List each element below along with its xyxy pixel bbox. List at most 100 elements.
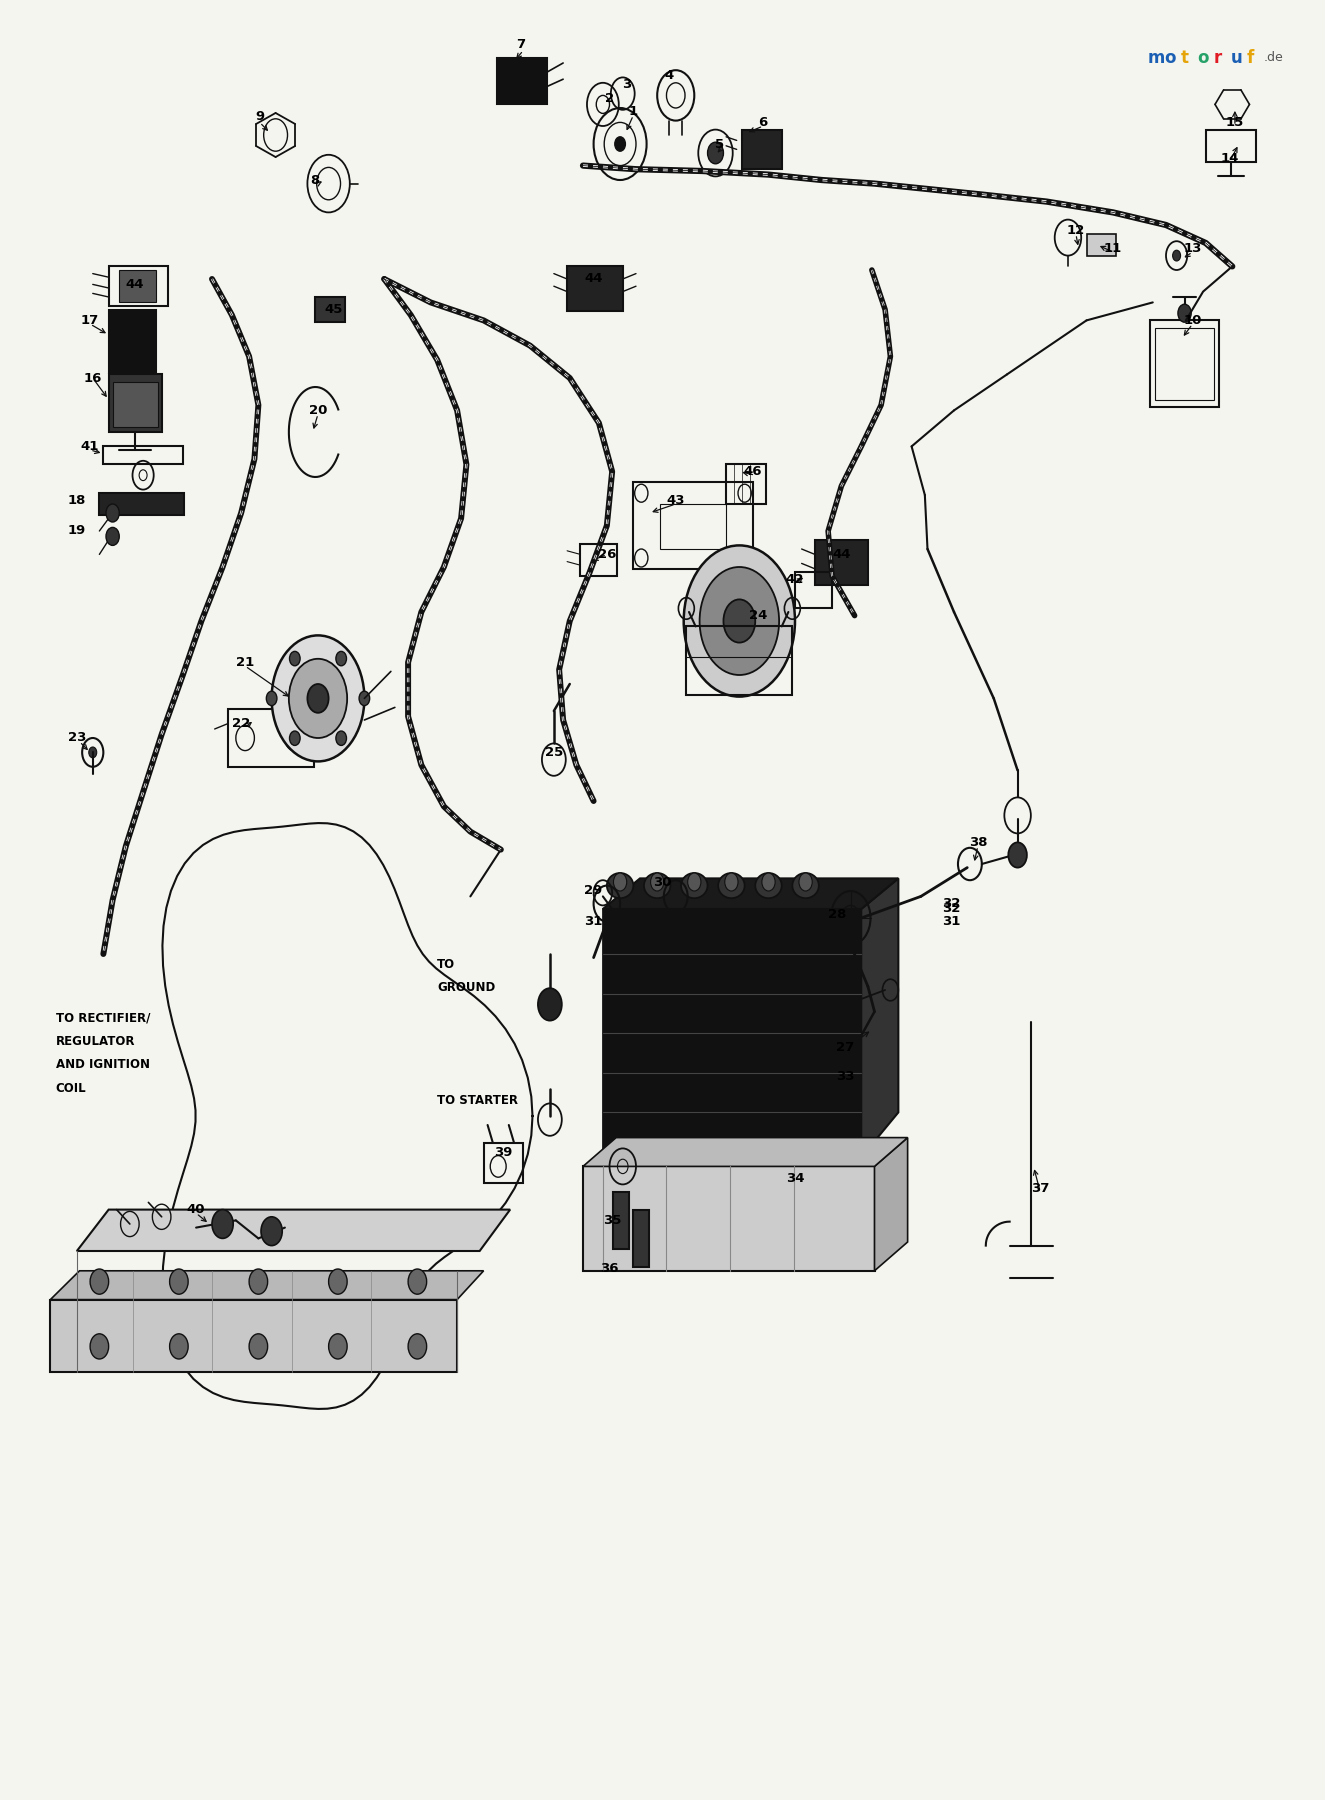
Bar <box>613 1192 629 1249</box>
Circle shape <box>688 873 701 891</box>
Text: 44: 44 <box>832 547 851 562</box>
Text: 25: 25 <box>545 745 563 760</box>
Bar <box>1206 130 1256 162</box>
Text: 31: 31 <box>942 914 961 929</box>
Circle shape <box>307 684 329 713</box>
Text: 7: 7 <box>517 38 525 52</box>
Polygon shape <box>874 1138 908 1271</box>
Circle shape <box>289 652 299 666</box>
Text: 43: 43 <box>666 493 685 508</box>
Text: 45: 45 <box>325 302 343 317</box>
Bar <box>633 482 753 569</box>
Text: 26: 26 <box>598 547 616 562</box>
Text: TO STARTER: TO STARTER <box>437 1094 518 1107</box>
Circle shape <box>359 691 370 706</box>
Circle shape <box>249 1269 268 1294</box>
Circle shape <box>170 1269 188 1294</box>
Circle shape <box>723 599 755 643</box>
Ellipse shape <box>755 873 782 898</box>
Bar <box>742 130 782 169</box>
Text: 21: 21 <box>236 655 254 670</box>
Text: 32: 32 <box>942 896 961 911</box>
Circle shape <box>261 1217 282 1246</box>
Circle shape <box>615 137 625 151</box>
Bar <box>119 270 156 302</box>
Circle shape <box>1008 842 1027 868</box>
Circle shape <box>329 1269 347 1294</box>
Circle shape <box>762 873 775 891</box>
Bar <box>1086 234 1116 256</box>
Circle shape <box>651 873 664 891</box>
Text: 3: 3 <box>623 77 631 92</box>
Circle shape <box>106 504 119 522</box>
Circle shape <box>408 1269 427 1294</box>
Circle shape <box>212 1210 233 1238</box>
Bar <box>484 1143 523 1183</box>
Bar <box>583 1166 874 1271</box>
Ellipse shape <box>644 873 670 898</box>
Circle shape <box>329 1334 347 1359</box>
Text: 35: 35 <box>603 1213 621 1228</box>
Circle shape <box>708 142 723 164</box>
Bar <box>660 504 726 549</box>
Bar <box>113 382 158 427</box>
Text: 16: 16 <box>83 371 102 385</box>
Ellipse shape <box>792 873 819 898</box>
Circle shape <box>1173 250 1181 261</box>
Text: 2: 2 <box>606 92 613 106</box>
Bar <box>109 310 156 373</box>
Bar <box>580 544 617 576</box>
Text: 23: 23 <box>68 731 86 745</box>
Text: TO: TO <box>437 958 456 970</box>
Circle shape <box>337 731 347 745</box>
Text: t: t <box>1181 49 1189 67</box>
Text: 4: 4 <box>665 68 673 83</box>
Polygon shape <box>603 878 898 909</box>
Text: 44: 44 <box>126 277 144 292</box>
Text: 39: 39 <box>494 1145 513 1159</box>
Text: 8: 8 <box>311 173 319 187</box>
Text: 44: 44 <box>584 272 603 286</box>
Circle shape <box>249 1334 268 1359</box>
Text: 40: 40 <box>187 1202 205 1217</box>
Text: .de: .de <box>1264 50 1283 65</box>
Circle shape <box>106 527 119 545</box>
Circle shape <box>89 747 97 758</box>
Text: 24: 24 <box>749 608 767 623</box>
Text: 14: 14 <box>1220 151 1239 166</box>
Bar <box>686 626 792 695</box>
Text: 18: 18 <box>68 493 86 508</box>
Text: 30: 30 <box>653 875 672 889</box>
Text: m: m <box>1147 49 1165 67</box>
Text: 13: 13 <box>1183 241 1202 256</box>
Bar <box>1155 328 1214 400</box>
Circle shape <box>90 1334 109 1359</box>
Ellipse shape <box>718 873 745 898</box>
Polygon shape <box>50 1300 457 1372</box>
Bar <box>497 58 547 104</box>
Bar <box>103 446 183 464</box>
Text: 37: 37 <box>1031 1181 1049 1195</box>
Bar <box>315 297 344 322</box>
Text: f: f <box>1247 49 1253 67</box>
Text: 1: 1 <box>629 104 637 119</box>
Circle shape <box>700 567 779 675</box>
Polygon shape <box>583 1138 908 1166</box>
Text: 20: 20 <box>309 403 327 418</box>
Bar <box>815 540 868 585</box>
Text: GROUND: GROUND <box>437 981 496 994</box>
Text: o: o <box>1198 49 1208 67</box>
Text: 17: 17 <box>81 313 99 328</box>
Text: 28: 28 <box>828 907 847 922</box>
Text: 6: 6 <box>759 115 767 130</box>
Circle shape <box>289 659 347 738</box>
Text: 9: 9 <box>256 110 264 124</box>
Text: 34: 34 <box>786 1172 804 1186</box>
Bar <box>228 709 314 767</box>
Bar <box>603 909 861 1157</box>
Ellipse shape <box>681 873 708 898</box>
Text: 22: 22 <box>232 716 250 731</box>
Text: 19: 19 <box>68 524 86 538</box>
Circle shape <box>684 545 795 697</box>
Circle shape <box>337 652 347 666</box>
